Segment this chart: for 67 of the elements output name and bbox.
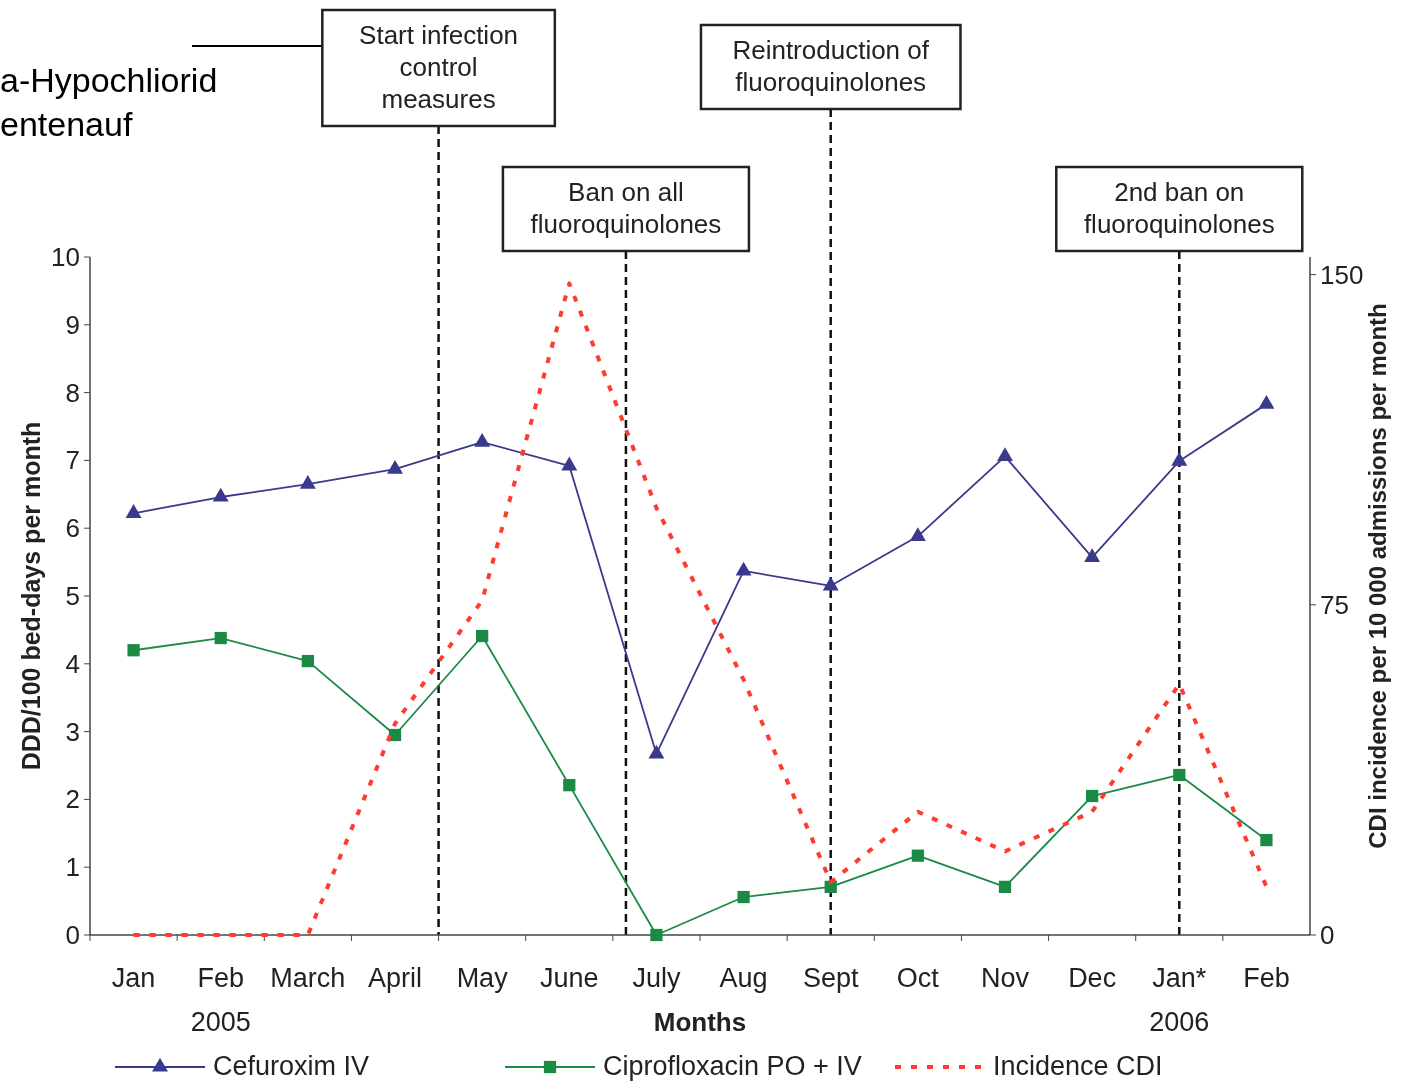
y-tick-label: 8 — [65, 377, 80, 408]
x-tick-label: June — [540, 963, 599, 993]
point — [125, 504, 142, 518]
text: a-Hypochliorid — [0, 61, 218, 99]
point — [909, 527, 926, 541]
x-tick-label: Feb 2005 — [190, 963, 251, 1037]
y-tick-label: 6 — [65, 513, 80, 544]
point — [561, 456, 578, 471]
x-tick-label: Feb — [1243, 963, 1290, 993]
point — [650, 928, 663, 942]
point — [1171, 451, 1188, 466]
point — [387, 460, 403, 474]
x-tick-label: March — [270, 963, 346, 993]
point — [997, 447, 1013, 461]
point — [563, 779, 576, 792]
x-axis-title: Months — [653, 1007, 747, 1037]
x-tick-label: Aug — [719, 963, 768, 993]
text: entenauf — [0, 105, 133, 143]
x-tick-label: Oct — [896, 963, 940, 993]
y-tick-label: 2 — [65, 784, 80, 815]
y-tick-label: 5 — [65, 581, 80, 611]
point — [648, 744, 665, 759]
y-tick-label: 4 — [65, 648, 80, 679]
point — [1086, 789, 1099, 803]
point — [476, 629, 489, 643]
y-tick-label: 3 — [65, 716, 80, 747]
x-tick-label: May — [456, 963, 509, 993]
text: Ban on all fluoroquinolones — [530, 177, 722, 239]
y-tick-label: 9 — [65, 309, 80, 340]
x-tick-label: April — [367, 963, 423, 993]
line-series — [131, 281, 1269, 937]
y2-tick-label: 0 — [1320, 920, 1335, 950]
x-tick-label: Nov — [980, 963, 1030, 993]
x-tick-label: Jan — [111, 963, 156, 993]
legend-label: Cefuroxim IV — [213, 1051, 370, 1081]
point — [911, 849, 924, 862]
text: Start infection control measures — [359, 20, 519, 114]
ref-line-label: 2nd ban on fluoroquinolones — [1083, 177, 1275, 239]
point — [474, 432, 491, 447]
legend-label: Ciprofloxacin PO + IV — [603, 1051, 862, 1081]
x-tick-label: Dec — [1068, 963, 1117, 993]
legend-label: Incidence CDI — [993, 1051, 1163, 1081]
point — [998, 880, 1012, 893]
ref-line-label: Reintroduction of fluoroquinolones — [732, 35, 930, 97]
point — [822, 576, 839, 591]
y2-tick-label: 75 — [1320, 589, 1349, 620]
point — [214, 631, 227, 645]
y-tick-label: 0 — [65, 920, 80, 950]
y-tick-label: 10 — [51, 242, 80, 272]
point — [735, 561, 752, 576]
x-tick-label: July — [632, 963, 681, 993]
point — [1260, 833, 1273, 847]
point — [1258, 394, 1275, 409]
point — [127, 644, 140, 657]
point — [301, 654, 314, 668]
point — [212, 487, 229, 502]
y-tick-label: 1 — [65, 852, 80, 883]
y2-axis-title: CDI incidence per 10 000 admissions per month — [1364, 303, 1391, 849]
y-axis-title: DDD/100 bed-days per month — [17, 421, 45, 771]
y-tick-label: 7 — [65, 445, 80, 476]
point — [737, 890, 750, 904]
x-tick-label: Sept — [802, 963, 859, 993]
x-tick-label: Jan* 2006 — [1149, 963, 1210, 1037]
y2-tick-label: 150 — [1320, 259, 1364, 290]
point — [1173, 768, 1186, 782]
point — [1084, 548, 1101, 562]
point — [299, 474, 316, 489]
